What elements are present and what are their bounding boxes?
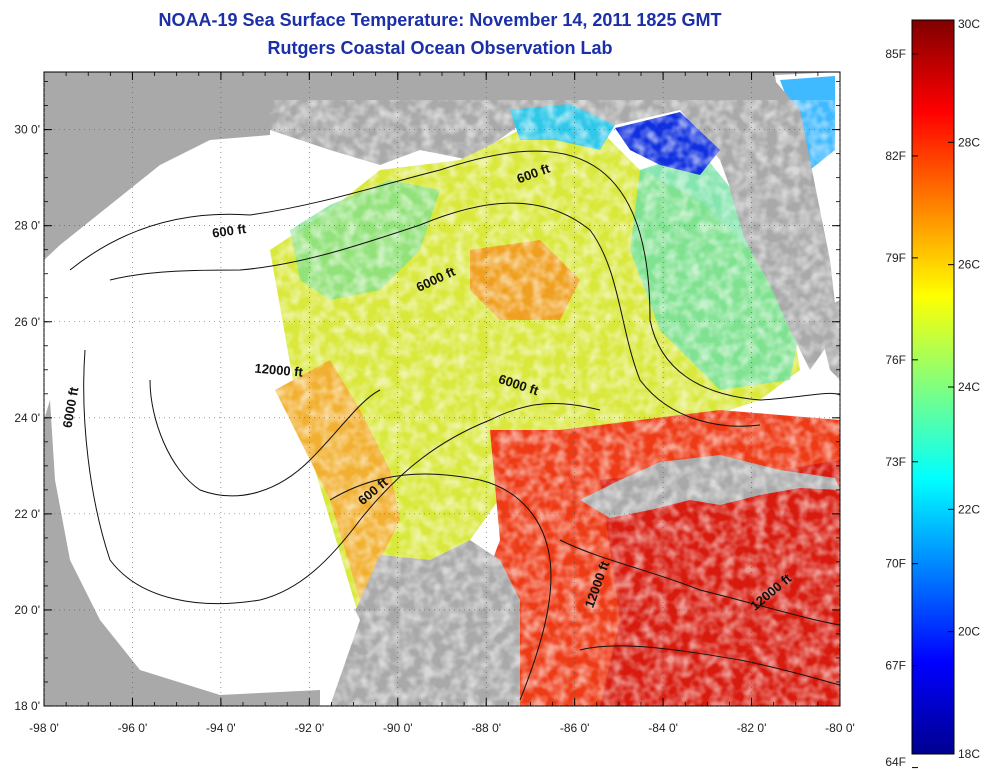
lat-tick-label: 18 0'	[14, 699, 40, 713]
lon-tick-label: -84 0'	[648, 721, 678, 735]
map-title: NOAA-19 Sea Surface Temperature: Novembe…	[158, 10, 722, 30]
lon-tick-label: -80 0'	[825, 721, 855, 735]
lon-tick-label: -94 0'	[206, 721, 236, 735]
swath-edge	[44, 72, 360, 706]
colorbar	[911, 19, 955, 755]
colorbar-f-label: 79F	[885, 251, 906, 265]
lon-tick-label: -96 0'	[118, 721, 148, 735]
colorbar-c-label: 26C	[958, 258, 980, 272]
colorbar-c-label: 20C	[958, 625, 980, 639]
lat-tick-label: 26 0'	[14, 315, 40, 329]
colorbar-f-label: 85F	[885, 47, 906, 61]
bathymetry-contours	[69, 150, 840, 701]
contour-label: 600 ft	[211, 221, 247, 241]
lon-tick-label: -98 0'	[29, 721, 59, 735]
colorbar-c-label: 30C	[958, 17, 980, 31]
lat-tick-label: 22 0'	[14, 507, 40, 521]
lon-tick-label: -90 0'	[383, 721, 413, 735]
lat-tick-label: 20 0'	[14, 603, 40, 617]
colorbar-f-label: 67F	[885, 659, 906, 673]
colorbar-f-label: 64F	[885, 755, 906, 769]
lat-tick-label: 30 0'	[14, 123, 40, 137]
colorbar-c-label: 28C	[958, 135, 980, 149]
land-mexico	[44, 400, 320, 706]
lat-tick-label: 24 0'	[14, 411, 40, 425]
land-west-coast	[44, 72, 270, 260]
contour-label: 6000 ft	[60, 385, 82, 429]
lon-tick-label: -86 0'	[560, 721, 590, 735]
map-subtitle: Rutgers Coastal Ocean Observation Lab	[267, 38, 613, 58]
contour-label: 12000 ft	[254, 361, 304, 380]
lon-tick-label: -88 0'	[471, 721, 501, 735]
colorbar-c-label: 18C	[958, 747, 980, 761]
colorbar-c-label: 22C	[958, 502, 980, 516]
colorbar-c-label: 24C	[958, 380, 980, 394]
lat-tick-label: 28 0'	[14, 219, 40, 233]
colorbar-f-label: 76F	[885, 353, 906, 367]
colorbar-f-label: 82F	[885, 149, 906, 163]
colorbar-f-label: 73F	[885, 455, 906, 469]
graticule: -98 0' -96 0' -94 0' -92 0' -90 0' -88 0' -86 …	[14, 72, 855, 735]
lon-tick-label: -82 0'	[737, 721, 767, 735]
colorbar-labels: 30C 28C 26C 24C 22C 20C 18C 85F 82F 79F 76F 73F 70F 6…	[885, 17, 980, 769]
colorbar-f-label: 70F	[885, 557, 906, 571]
lon-tick-label: -92 0'	[295, 721, 325, 735]
